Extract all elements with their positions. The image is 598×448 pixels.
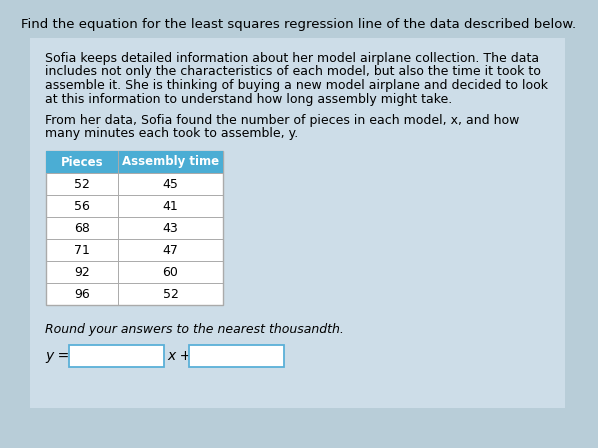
Text: 68: 68 <box>74 221 90 234</box>
Bar <box>189 345 284 367</box>
Bar <box>30 38 565 408</box>
Bar <box>69 345 164 367</box>
Text: Round your answers to the nearest thousandth.: Round your answers to the nearest thousa… <box>45 323 344 336</box>
Text: at this information to understand how long assembly might take.: at this information to understand how lo… <box>45 92 452 105</box>
Text: 60: 60 <box>163 266 178 279</box>
Text: 52: 52 <box>74 177 90 190</box>
Text: 52: 52 <box>163 288 178 301</box>
Text: Find the equation for the least squares regression line of the data described be: Find the equation for the least squares … <box>22 18 576 31</box>
Bar <box>46 151 223 173</box>
Bar <box>46 151 223 305</box>
Text: 41: 41 <box>163 199 178 212</box>
Text: x +: x + <box>167 349 191 363</box>
Text: Assembly time: Assembly time <box>122 155 219 168</box>
Text: Pieces: Pieces <box>60 155 103 168</box>
Text: From her data, Sofia found the number of pieces in each model, x, and how: From her data, Sofia found the number of… <box>45 114 520 127</box>
Text: 71: 71 <box>74 244 90 257</box>
Text: 47: 47 <box>163 244 178 257</box>
Text: 92: 92 <box>74 266 90 279</box>
Text: 96: 96 <box>74 288 90 301</box>
Text: many minutes each took to assemble, y.: many minutes each took to assemble, y. <box>45 128 298 141</box>
Text: y =: y = <box>45 349 69 363</box>
Text: assemble it. She is thinking of buying a new model airplane and decided to look: assemble it. She is thinking of buying a… <box>45 79 548 92</box>
Text: 56: 56 <box>74 199 90 212</box>
Text: 45: 45 <box>163 177 178 190</box>
Text: Sofia keeps detailed information about her model airplane collection. The data: Sofia keeps detailed information about h… <box>45 52 539 65</box>
Text: 43: 43 <box>163 221 178 234</box>
Text: includes not only the characteristics of each model, but also the time it took t: includes not only the characteristics of… <box>45 65 541 78</box>
